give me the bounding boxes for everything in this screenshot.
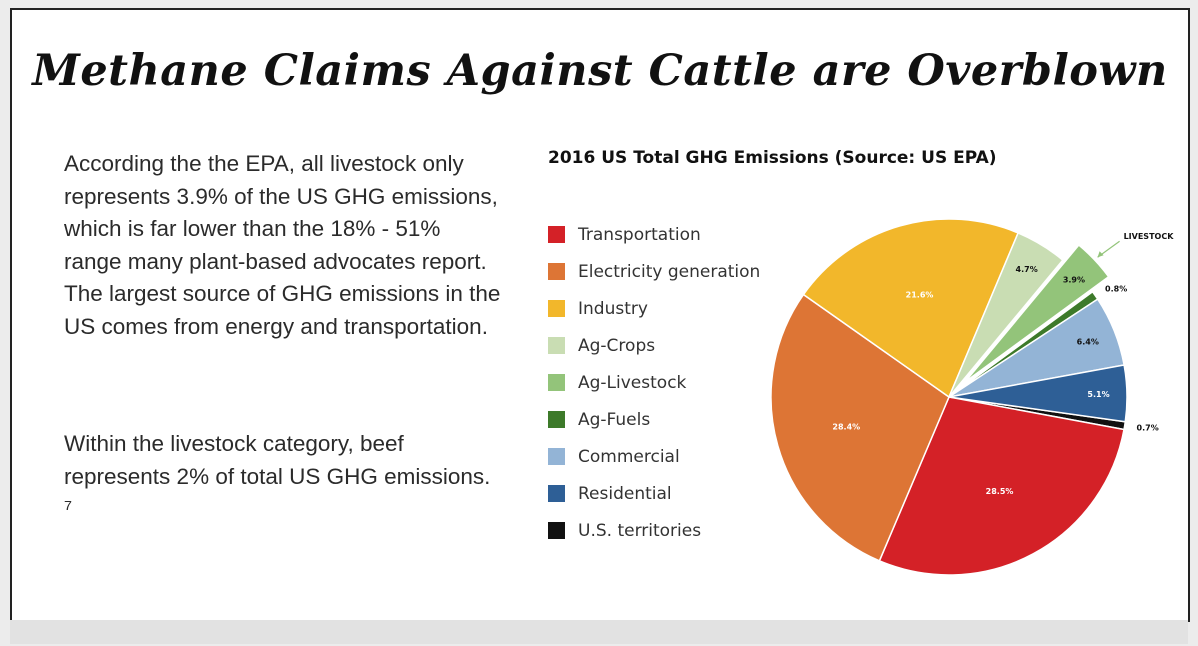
legend-label: Ag-Fuels — [578, 410, 651, 430]
pie-label-ag-crops: 4.7% — [1016, 265, 1038, 274]
pie-label-u-s-territories: 0.7% — [1137, 424, 1159, 433]
legend-item-residential: Residential — [548, 481, 808, 507]
legend-item-ag-crops: Ag-Crops — [548, 333, 808, 359]
pie-slice-electricity-generation — [770, 293, 950, 562]
legend-swatch — [548, 300, 565, 317]
pie-chart: 0.7% 28.5% 28.4% 21.6% 4.7% 3.9% 0.8% 6.4% 5.1% L… — [770, 218, 1175, 576]
legend-swatch — [548, 374, 565, 391]
legend-item-industry: Industry — [548, 296, 808, 322]
legend-label: Transportation — [578, 225, 701, 245]
legend-swatch — [548, 522, 565, 539]
legend-swatch — [548, 263, 565, 280]
chart-title: 2016 US Total GHG Emissions (Source: US … — [548, 148, 997, 168]
pie-slice-transportation — [878, 396, 1125, 576]
legend-label: U.S. territories — [578, 521, 702, 541]
pie-label-transportation: 28.5% — [986, 487, 1014, 496]
legend-item-commercial: Commercial — [548, 444, 808, 470]
legend-item-ag-livestock: Ag-Livestock — [548, 370, 808, 396]
pie-label-ag-fuels: 0.8% — [1105, 285, 1127, 294]
body-paragraph-2: Within the livestock category, beef repr… — [64, 431, 491, 521]
pie-slice-ag-crops — [948, 231, 1064, 398]
pie-label-commercial: 6.4% — [1077, 337, 1099, 346]
pie-slice-industry — [802, 218, 1020, 399]
pie-label-industry: 21.6% — [906, 290, 934, 299]
legend-label: Industry — [578, 299, 648, 319]
legend-label: Electricity generation — [578, 262, 761, 282]
legend-swatch — [548, 485, 565, 502]
legend-swatch — [548, 448, 565, 465]
legend-item-electricity-generation: Electricity generation — [548, 259, 808, 285]
pie-slice-residential — [948, 364, 1128, 423]
legend-label: Ag-Livestock — [578, 373, 687, 393]
legend-swatch — [548, 226, 565, 243]
legend-item-u-s-territories: U.S. territories — [548, 518, 808, 544]
slide-title: Methane Claims Against Cattle are Overbl… — [32, 46, 1168, 96]
pie-label-ag-livestock: 3.9% — [1063, 275, 1085, 284]
legend-item-transportation: Transportation — [548, 222, 808, 248]
pie-label-residential: 5.1% — [1087, 390, 1109, 399]
legend-swatch — [548, 337, 565, 354]
legend-label: Ag-Crops — [578, 336, 656, 356]
slide-card: Methane Claims Against Cattle are Overbl… — [10, 8, 1190, 622]
legend-label: Residential — [578, 484, 672, 504]
legend-label: Commercial — [578, 447, 680, 467]
body-paragraph-1: According the the EPA, all livestock onl… — [64, 151, 501, 339]
footer-strip — [10, 620, 1188, 644]
legend-item-ag-fuels: Ag-Fuels — [548, 407, 808, 433]
legend-swatch — [548, 411, 565, 428]
pie-label-electricity-generation: 28.4% — [832, 422, 860, 431]
annotation-label: LIVESTOCK — [1124, 232, 1175, 241]
pie-slice-ag-livestock — [964, 243, 1110, 383]
